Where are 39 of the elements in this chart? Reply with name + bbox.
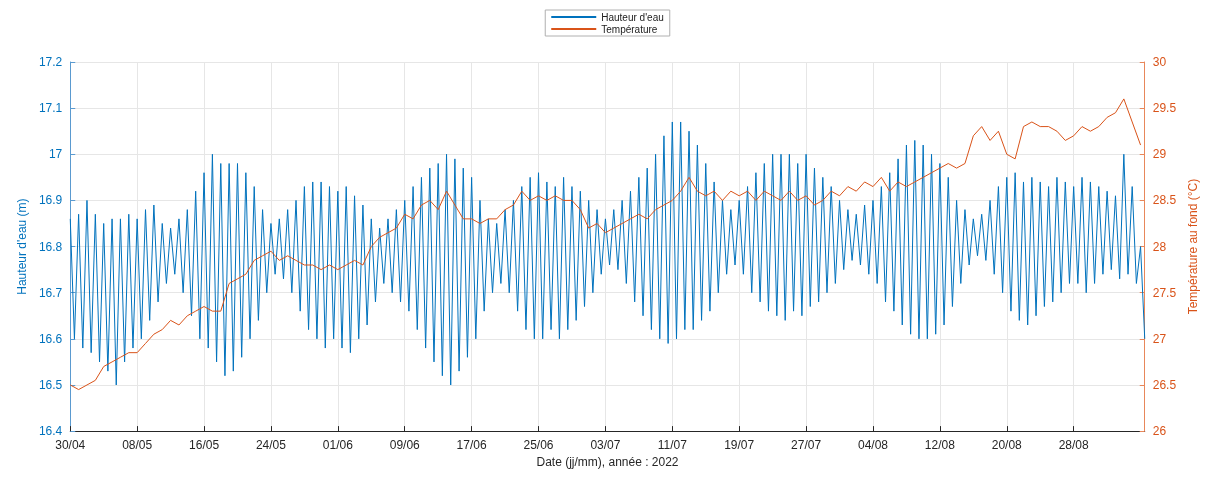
x-tick-label: 12/08 — [924, 438, 956, 453]
y-tick-label: 16.8 — [38, 239, 63, 254]
x-tick-label: 09/06 — [389, 438, 421, 453]
y2-tick-label: 27 — [1152, 331, 1167, 346]
y2-tick-label: 28.5 — [1152, 193, 1177, 208]
x-tick-label: 16/05 — [189, 438, 220, 453]
y2-tick-label: 28 — [1152, 239, 1167, 254]
x-tick-label: 24/05 — [255, 438, 287, 453]
y-tick-label: 16.5 — [38, 377, 63, 392]
y2-tick-label: 26 — [1152, 424, 1167, 439]
y2-tick-label: 30 — [1152, 55, 1167, 69]
x-axis-title: Date (jj/mm), année : 2022 — [536, 455, 679, 469]
y-tick-label: 17.1 — [38, 101, 63, 116]
y2-axis-title: Température au fond (°C) — [1186, 178, 1200, 315]
y2-tick-label: 29 — [1152, 147, 1167, 162]
x-tick-label: 11/07 — [657, 438, 688, 453]
y-tick-label: 16.4 — [38, 424, 63, 439]
y2-tick-label: 27.5 — [1152, 285, 1177, 300]
x-tick-label: 08/05 — [122, 438, 153, 453]
y-tick-label: 16.6 — [38, 331, 63, 346]
y-tick-label: 17.2 — [38, 55, 63, 69]
x-tick-label: 17/06 — [456, 438, 487, 453]
x-tick-label: 27/07 — [791, 438, 822, 453]
y2-tick-label: 29.5 — [1152, 101, 1177, 116]
y-tick-label: 17 — [48, 147, 63, 162]
x-tick-label: 28/08 — [1058, 438, 1090, 453]
x-tick-label: 01/06 — [322, 438, 354, 453]
x-tick-label: 19/07 — [724, 438, 755, 453]
x-tick-label: 30/04 — [55, 438, 86, 453]
y-tick-label: 16.9 — [38, 193, 63, 208]
x-tick-label: 04/08 — [857, 438, 889, 453]
legend-label: Température — [601, 23, 658, 35]
y2-tick-label: 26.5 — [1152, 377, 1177, 392]
x-tick-label: 03/07 — [590, 438, 621, 453]
y-tick-label: 16.7 — [38, 285, 63, 300]
x-tick-label: 20/08 — [991, 438, 1023, 453]
x-tick-label: 25/06 — [523, 438, 554, 453]
y-axis-title: Hauteur d'eau (m) — [15, 198, 29, 295]
legend-label: Hauteur d'eau — [601, 11, 664, 23]
